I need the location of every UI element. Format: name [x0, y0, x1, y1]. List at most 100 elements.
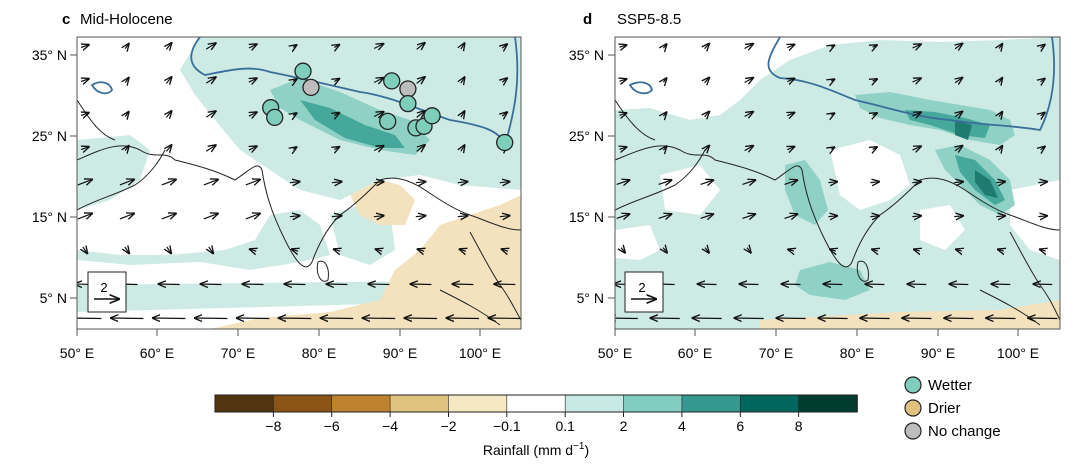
colorbar-segments: [214, 394, 858, 413]
wind-vector: [860, 318, 890, 319]
wind-vector: [334, 45, 339, 48]
panel-c-drier-region: [210, 195, 521, 329]
wind-vector: [912, 216, 921, 217]
wind-vector: [242, 284, 264, 285]
wind-vector: [828, 182, 837, 183]
wind-vector: [293, 79, 297, 81]
wind-vector: [700, 214, 714, 218]
wind-vector: [368, 284, 390, 285]
colorbar-segment: [214, 394, 275, 413]
wind-vector: [1041, 79, 1045, 82]
wind-vector: [111, 318, 144, 319]
wind-vector: [461, 43, 465, 49]
panel-d-srilanka: [856, 260, 869, 282]
lat-tick: 5° N: [40, 290, 67, 306]
wind-vector: [744, 78, 754, 83]
wind-vector: [373, 78, 384, 83]
wind-vector: [195, 318, 228, 319]
colorbar-tick-label: 6: [736, 418, 744, 434]
wind-vector: [705, 78, 710, 83]
wind-vector: [1040, 249, 1046, 251]
wind-vector: [237, 318, 270, 319]
wind-vector: [956, 249, 962, 251]
wind-vector: [831, 45, 834, 47]
colorbar-segment: [681, 394, 742, 413]
colorbar-segment: [506, 394, 566, 413]
colorbar-tick-label: −6: [324, 418, 340, 434]
wind-vector: [787, 45, 794, 48]
panel-d-map: [615, 37, 1060, 329]
wind-vector: [870, 216, 879, 217]
wind-vector: [955, 78, 962, 83]
panel-d-neutral-region-1: [615, 37, 780, 100]
lon-tick: 80° E: [840, 345, 874, 361]
wind-vector: [873, 113, 878, 115]
wind-vector: [615, 318, 638, 319]
wind-vector: [415, 216, 426, 217]
proxy-site-wetter: [399, 94, 417, 113]
lon-tick: 80° E: [302, 345, 336, 361]
wind-vector: [1033, 284, 1053, 285]
panel-d-drier-region: [760, 300, 1060, 329]
panel-d-arabia: [615, 149, 706, 211]
wind-vector: [77, 213, 92, 219]
proxy-site-wetter: [294, 62, 312, 80]
wind-vector: [873, 79, 878, 81]
wind-vector: [494, 284, 516, 285]
wind-vector: [161, 179, 176, 185]
wind-vector: [166, 77, 171, 84]
wind-vector: [501, 249, 508, 251]
wind-vector: [250, 249, 257, 251]
wind-vector: [620, 45, 627, 47]
wind-vector: [293, 147, 297, 149]
wind-vector: [125, 44, 129, 49]
wind-vector: [705, 248, 709, 253]
panel-c-frame: [76, 36, 522, 330]
wind-vector: [416, 111, 425, 118]
wind-vector: [907, 284, 927, 285]
wind-vector: [1041, 147, 1045, 150]
wind-vector: [416, 145, 425, 152]
wind-vector: [873, 45, 878, 47]
lon-tick: 100° E: [997, 345, 1039, 361]
wind-vector: [245, 179, 260, 185]
colorbar-segment: [739, 394, 800, 413]
colorbar-tick-label: 4: [678, 418, 686, 434]
colorbar-tick-label: −8: [265, 418, 281, 434]
wind-vector: [1038, 182, 1047, 183]
wind-vector: [205, 145, 216, 151]
wind-vector: [873, 147, 878, 149]
wind-vector: [999, 44, 1002, 49]
wind-vector: [616, 180, 630, 184]
wind-vector: [787, 147, 794, 150]
panel-c-proxy-sites: [262, 62, 514, 152]
wind-vector: [902, 318, 932, 319]
wind-vector: [788, 249, 794, 251]
wind-vector: [705, 112, 710, 117]
colorbar-tick-label: 8: [795, 418, 803, 434]
wind-vector: [663, 78, 666, 82]
wind-vector: [125, 78, 129, 83]
wind-vector: [459, 249, 466, 251]
proxy-site-no-change: [399, 80, 417, 98]
wind-vector: [698, 284, 717, 285]
wind-vector: [658, 214, 672, 218]
wind-vector: [744, 112, 754, 117]
colorbar-segment: [448, 394, 508, 413]
wind-vector: [744, 44, 754, 49]
wind-vector: [373, 112, 384, 117]
wind-vector: [742, 180, 756, 184]
wind-vector: [621, 248, 625, 253]
legend: Wetter Drier No change: [904, 376, 1001, 440]
wind-vector: [700, 180, 714, 184]
wind-vector: [461, 145, 465, 151]
lat-tick: 15° N: [32, 209, 67, 225]
wind-vector: [167, 247, 171, 254]
wind-vector: [955, 112, 962, 117]
wind-vector: [502, 78, 507, 82]
panel-d-neutral-region-2: [830, 140, 910, 210]
panel-d-neutral-region-4: [1010, 180, 1060, 260]
wind-vector: [870, 182, 879, 183]
lat-tick: 15° N: [569, 209, 604, 225]
wind-vector: [872, 249, 878, 251]
